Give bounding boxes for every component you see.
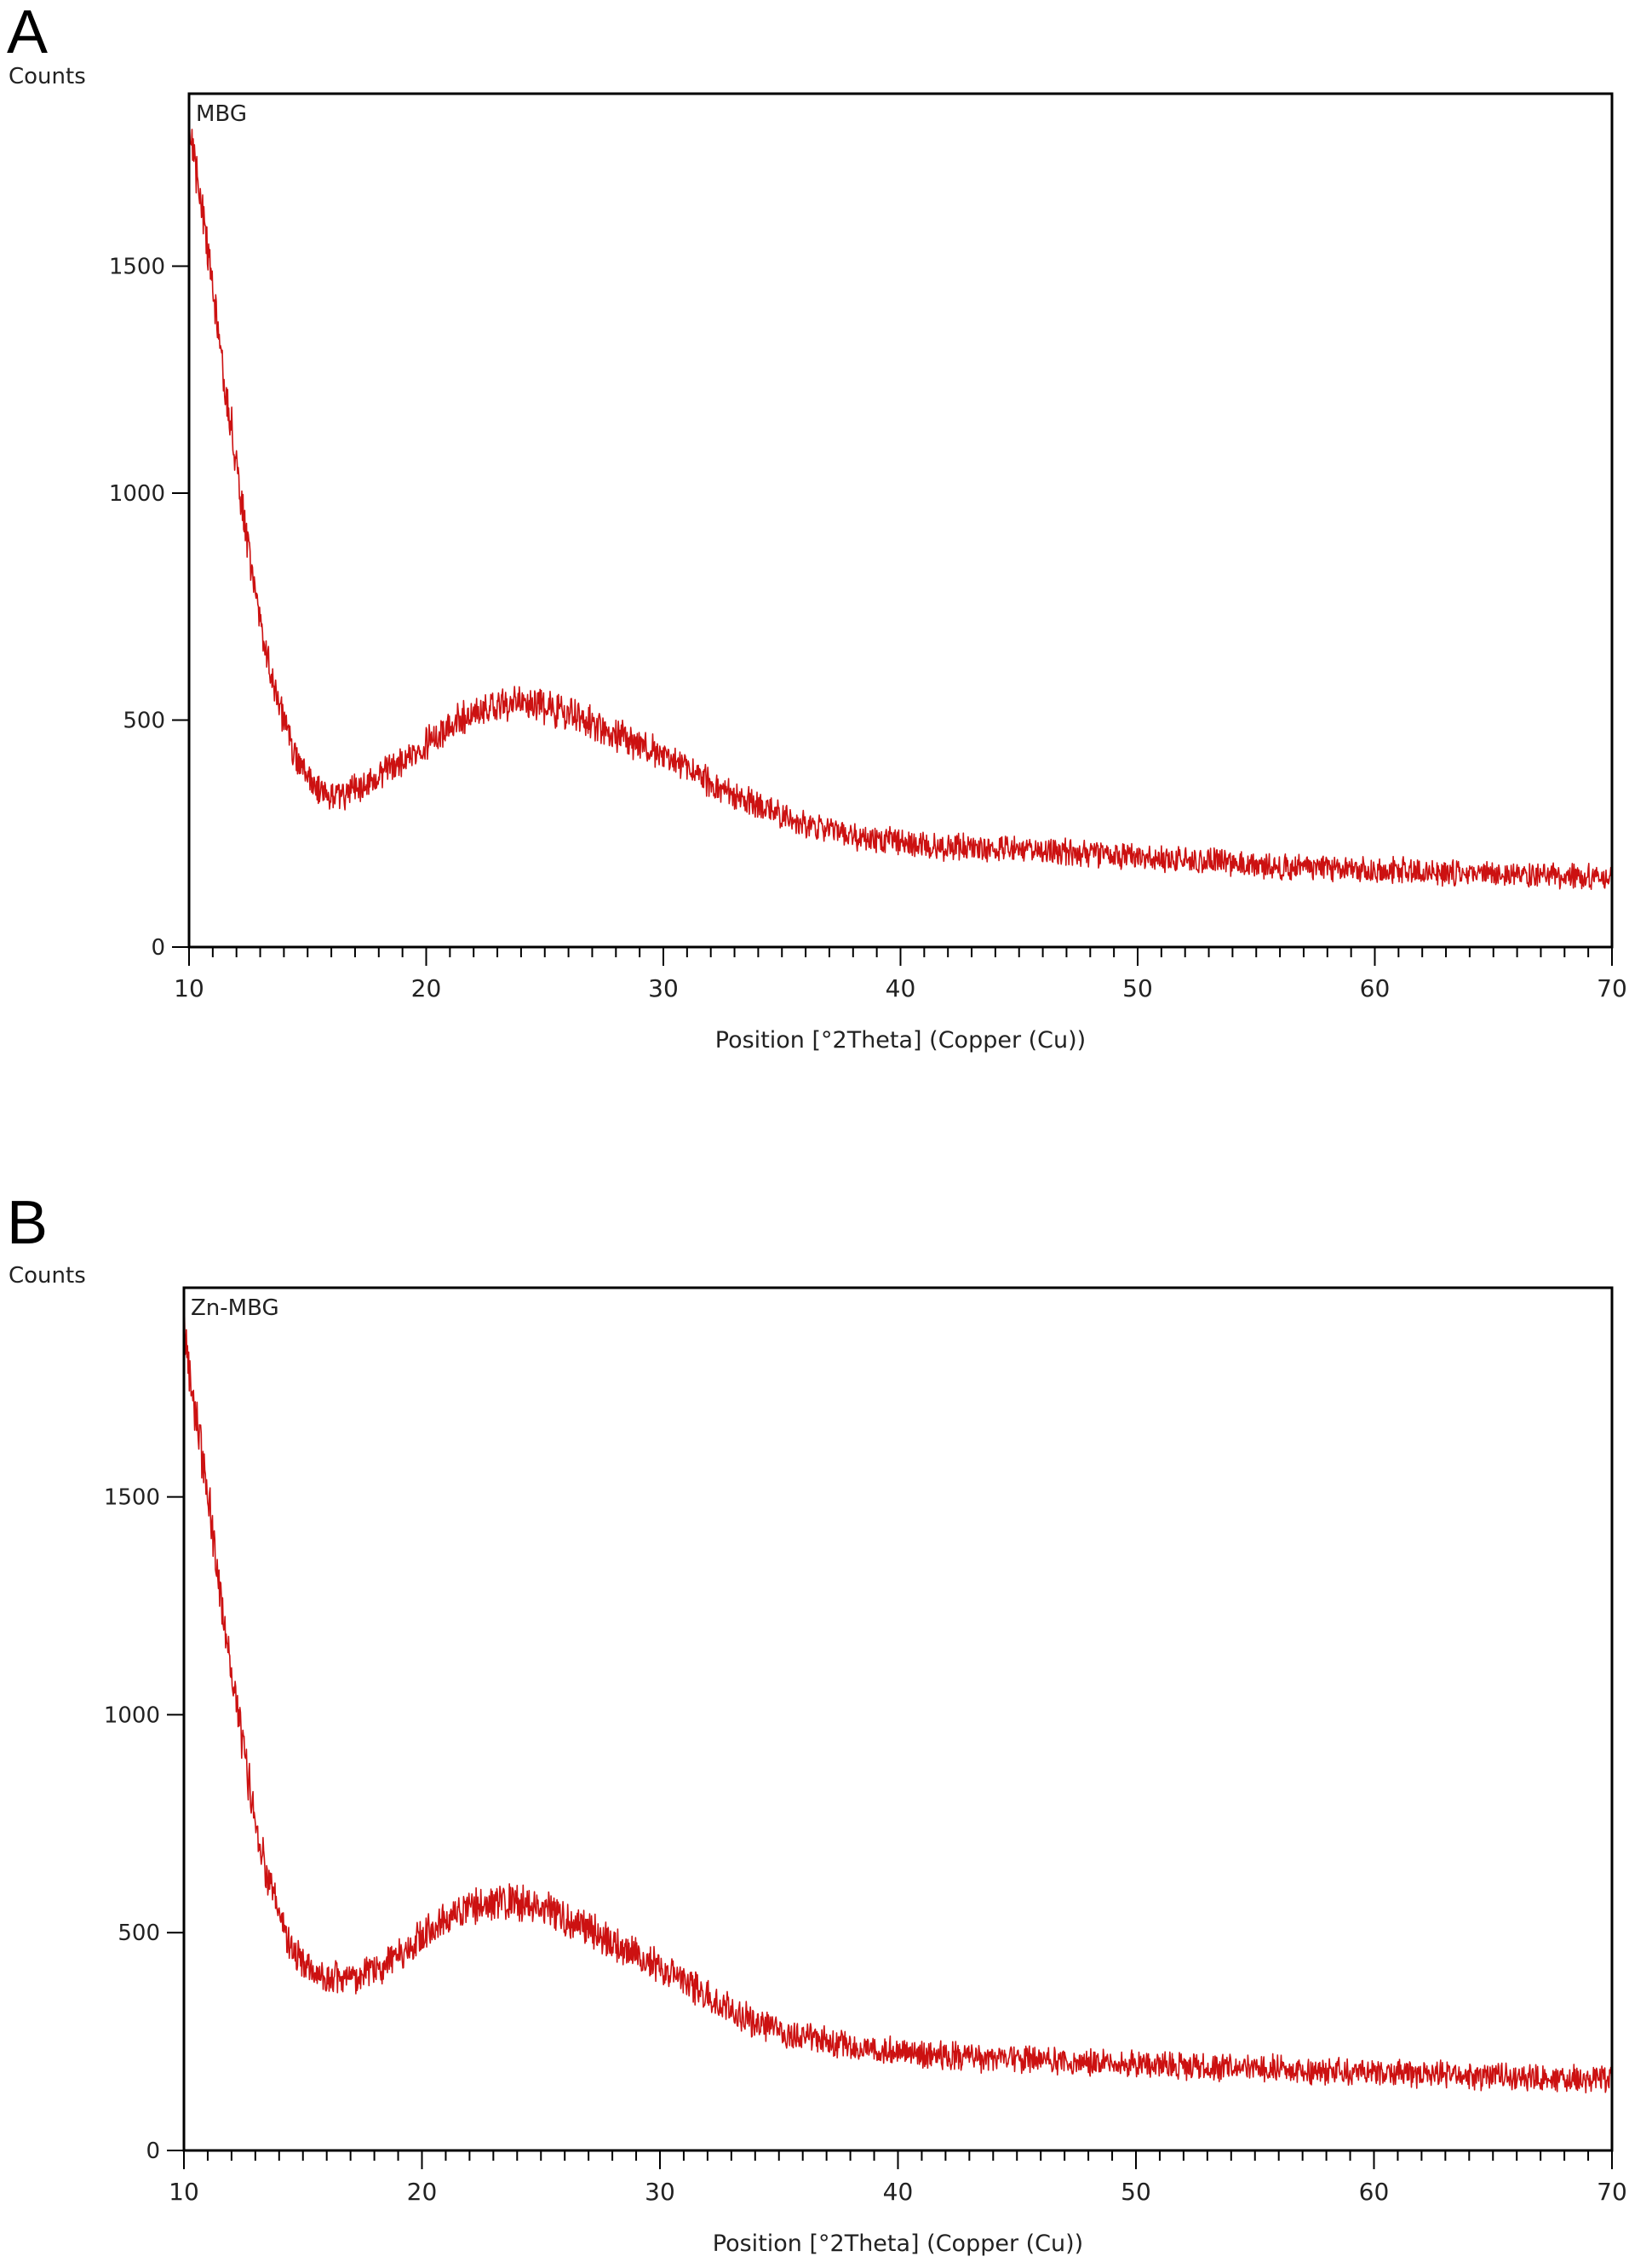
x-tick-label: 30 xyxy=(645,2178,675,2206)
panel-label: A xyxy=(7,0,49,66)
y-tick-label: 1500 xyxy=(109,255,165,280)
y-tick-label: 500 xyxy=(118,1921,160,1946)
chart-panel-a: A Counts 0 500 1000 1500 10 20 30 40 50 60 70 Positi… xyxy=(0,0,1629,1116)
x-tick-label: 60 xyxy=(1359,2178,1390,2206)
series-label: Zn-MBG xyxy=(191,1295,279,1321)
x-tick-label: 10 xyxy=(169,2178,199,2206)
y-tick-label: 1000 xyxy=(104,1702,160,1728)
data-series-line xyxy=(183,1314,1613,2093)
plot-frame xyxy=(187,92,1614,949)
x-tick-label: 30 xyxy=(648,974,679,1002)
x-axis-label: Position [°2Theta] (Copper (Cu)) xyxy=(715,1027,1086,1054)
x-tick-label: 70 xyxy=(1597,974,1627,1002)
x-tick-label: 20 xyxy=(411,974,442,1002)
y-tick-label: 1000 xyxy=(109,481,165,507)
data-series-line xyxy=(188,117,1613,890)
x-tick-label: 40 xyxy=(883,2178,914,2206)
y-tick-label: 500 xyxy=(123,709,165,734)
series-label: MBG xyxy=(196,101,247,127)
y-axis-label: Counts xyxy=(9,1263,86,1289)
y-tick-label: 0 xyxy=(146,2139,160,2164)
xrd-chart-zn-mbg: Counts 0 500 1000 1500 10 20 30 40 50 60 70 Position… xyxy=(9,1263,1627,2257)
x-tick-label: 10 xyxy=(174,974,204,1002)
plot-frame xyxy=(182,1286,1614,2152)
x-tick-label: 60 xyxy=(1360,974,1391,1002)
x-axis-label: Position [°2Theta] (Copper (Cu)) xyxy=(713,2231,1083,2257)
y-tick-label: 1500 xyxy=(104,1485,160,1511)
x-tick-label: 50 xyxy=(1122,974,1153,1002)
panel-label: B xyxy=(7,1189,49,1257)
x-tick-label: 40 xyxy=(886,974,916,1002)
chart-panel-b: B Counts 0 500 1000 1500 10 20 30 40 50 60 70 Positi… xyxy=(0,1192,1629,2268)
x-tick-label: 20 xyxy=(407,2178,438,2206)
xrd-chart-mbg: Counts 0 500 1000 1500 10 20 30 40 50 60 70 Position… xyxy=(9,64,1627,1054)
x-tick-label: 50 xyxy=(1121,2178,1151,2206)
y-axis-label: Counts xyxy=(9,64,86,89)
y-tick-label: 0 xyxy=(151,935,165,961)
x-tick-label: 70 xyxy=(1597,2178,1627,2206)
